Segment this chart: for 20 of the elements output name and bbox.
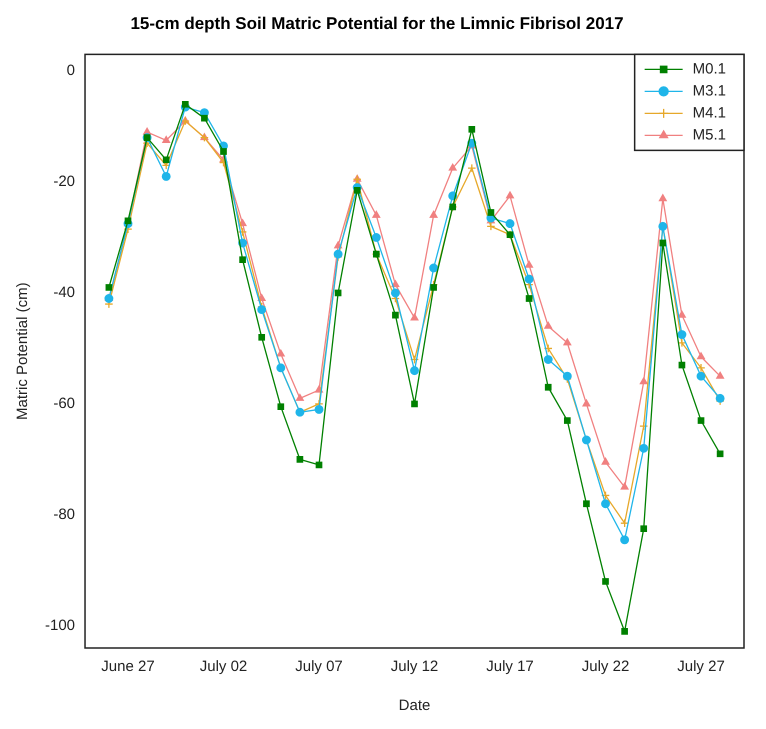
- legend-label: M3.1: [692, 82, 726, 100]
- x-tick-label: July 02: [200, 658, 248, 676]
- x-tick-label: July 22: [582, 658, 630, 676]
- y-tick-label: -20: [53, 173, 76, 190]
- y-axis-title: Matric Potential (cm): [14, 282, 32, 420]
- chart-title: 15-cm depth Soil Matric Potential for the Limnic Fibrisol 2017: [130, 14, 624, 33]
- y-tick-label: 0: [66, 62, 76, 80]
- x-tick-label: June 27: [101, 658, 155, 676]
- x-axis-title: Date: [398, 697, 430, 714]
- x-tick-label: July 07: [295, 658, 343, 676]
- y-tick-label: -100: [44, 616, 76, 634]
- y-tick-label: -40: [53, 284, 76, 302]
- x-tick-label: July 17: [486, 658, 534, 676]
- legend-label: M4.1: [692, 104, 726, 122]
- y-tick-label: -60: [53, 395, 76, 412]
- legend-label: M5.1: [692, 126, 726, 144]
- x-tick-label: July 12: [390, 658, 438, 676]
- x-tick-label: July 27: [677, 658, 725, 676]
- y-tick-label: -80: [53, 506, 76, 523]
- legend-label: M0.1: [692, 60, 726, 78]
